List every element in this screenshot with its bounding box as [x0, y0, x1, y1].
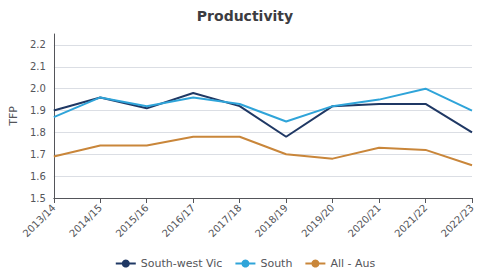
- svg-text:2.2: 2.2: [30, 39, 46, 50]
- svg-text:1.9: 1.9: [30, 105, 46, 116]
- svg-text:2.0: 2.0: [30, 83, 46, 94]
- svg-text:2017/18: 2017/18: [206, 202, 243, 239]
- svg-text:1.8: 1.8: [30, 127, 46, 138]
- svg-text:2013/14: 2013/14: [21, 202, 58, 239]
- svg-text:Productivity: Productivity: [197, 8, 293, 24]
- svg-text:South-west Vic: South-west Vic: [141, 257, 223, 270]
- svg-text:2.1: 2.1: [30, 61, 46, 72]
- svg-text:2021/22: 2021/22: [392, 202, 429, 239]
- svg-text:2015/16: 2015/16: [114, 202, 151, 239]
- svg-text:1.7: 1.7: [30, 149, 46, 160]
- svg-text:2019/20: 2019/20: [299, 202, 336, 239]
- svg-text:All - Aus: All - Aus: [330, 257, 375, 270]
- svg-text:2014/15: 2014/15: [67, 202, 104, 239]
- svg-text:2016/17: 2016/17: [160, 202, 197, 239]
- svg-text:1.6: 1.6: [30, 171, 46, 182]
- svg-text:2020/21: 2020/21: [346, 202, 383, 239]
- svg-text:2022/23: 2022/23: [439, 202, 476, 239]
- svg-text:2018/19: 2018/19: [253, 202, 290, 239]
- svg-text:1.5: 1.5: [30, 193, 46, 204]
- svg-text:South: South: [260, 257, 292, 270]
- svg-text:TFP: TFP: [7, 106, 20, 127]
